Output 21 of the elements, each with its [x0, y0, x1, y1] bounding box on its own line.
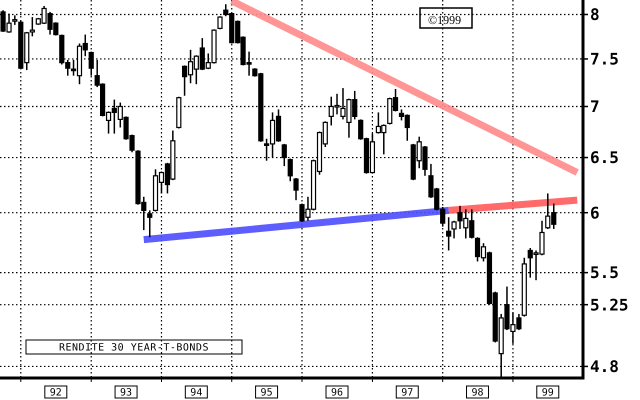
- x-tick-label: 94: [190, 388, 202, 398]
- x-tick-label: 95: [260, 388, 273, 398]
- x-tick-label: 92: [50, 388, 62, 398]
- candlestick: [293, 177, 299, 201]
- y-tick-label: 5.5: [590, 263, 619, 282]
- y-tick-label: 6.5: [590, 148, 619, 168]
- y-tick-label: 7.5: [590, 50, 619, 69]
- x-tick-label: 97: [401, 388, 414, 398]
- annotation: ©1999: [428, 13, 462, 28]
- x-tick-label: 93: [120, 388, 132, 398]
- x-tick-label: 96: [330, 388, 344, 398]
- y-tick-label: 6: [590, 203, 600, 222]
- x-tick-label: 99: [542, 388, 554, 398]
- y-tick-label: 7: [590, 97, 600, 116]
- x-tick-label: 98: [472, 388, 484, 398]
- text: RENDITE 30 YEAR-T-BONDS: [59, 342, 209, 354]
- y-tick-label: 8: [590, 5, 600, 24]
- candlestick: [451, 220, 457, 240]
- y-tick-label: 4.8: [590, 357, 619, 376]
- candlestick: [446, 216, 452, 252]
- y-tick-label: 5.25: [590, 295, 629, 314]
